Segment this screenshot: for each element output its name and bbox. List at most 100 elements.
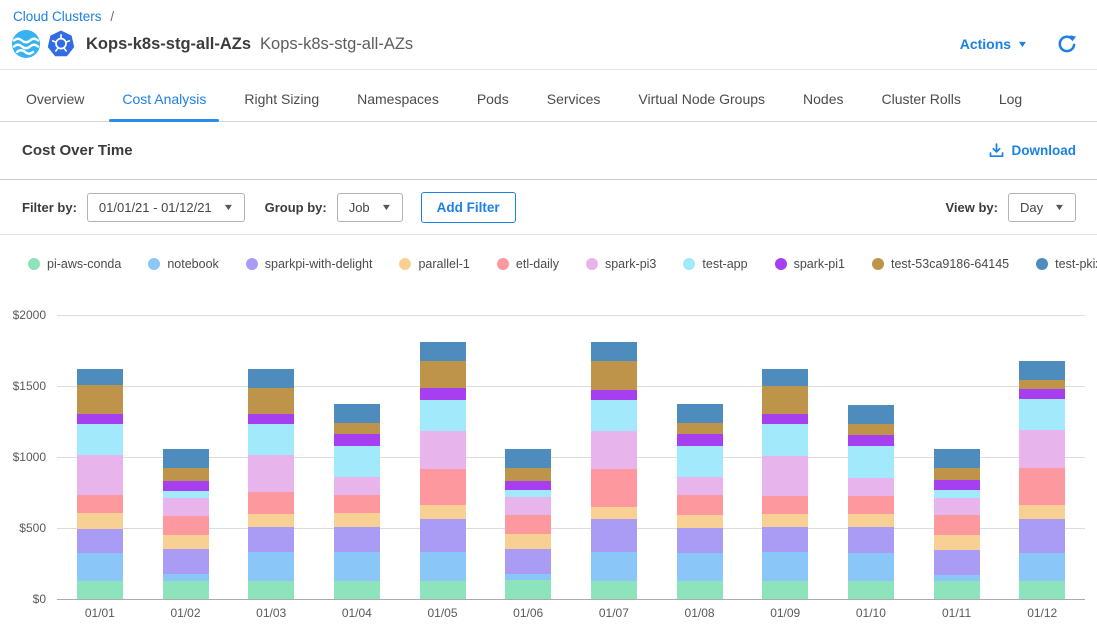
bar-segment-spark-pi1[interactable] bbox=[1019, 388, 1066, 399]
bar-segment-spark-pi3[interactable] bbox=[933, 497, 980, 516]
bar-segment-notebook[interactable] bbox=[847, 552, 894, 582]
stacked-bar-01-03[interactable] bbox=[248, 369, 295, 599]
bar-segment-notebook[interactable] bbox=[333, 552, 380, 582]
bar-segment-test-53ca9186-64145[interactable] bbox=[676, 422, 723, 435]
bar-segment-notebook[interactable] bbox=[248, 552, 295, 581]
bar-segment-test-53ca9186-64145[interactable] bbox=[847, 423, 894, 436]
stacked-bar-01-05[interactable] bbox=[419, 342, 466, 599]
bar-segment-etl-daily[interactable] bbox=[590, 469, 637, 507]
bar-segment-etl-daily[interactable] bbox=[162, 515, 209, 536]
stacked-bar-01-11[interactable] bbox=[933, 449, 980, 599]
bar-segment-test-pkix[interactable] bbox=[1019, 361, 1066, 380]
bar-segment-sparkpi-with-delight[interactable] bbox=[762, 526, 809, 553]
bar-segment-test-pkix[interactable] bbox=[505, 449, 552, 468]
view-by-select[interactable]: Day ▼ bbox=[1007, 192, 1076, 222]
bar-segment-spark-pi3[interactable] bbox=[762, 455, 809, 497]
tab-namespaces[interactable]: Namespaces bbox=[357, 91, 439, 107]
bar-segment-spark-pi1[interactable] bbox=[248, 413, 295, 425]
tab-services[interactable]: Services bbox=[546, 91, 601, 107]
bar-segment-parallel-1[interactable] bbox=[333, 513, 380, 527]
bar-segment-test-app[interactable] bbox=[419, 400, 466, 431]
bar-segment-etl-daily[interactable] bbox=[505, 514, 552, 534]
bar-segment-spark-pi3[interactable] bbox=[590, 430, 637, 470]
bar-segment-notebook[interactable] bbox=[419, 552, 466, 582]
bar-segment-etl-daily[interactable] bbox=[248, 491, 295, 514]
bar-segment-pi-aws-conda[interactable] bbox=[762, 581, 809, 599]
bar-segment-parallel-1[interactable] bbox=[76, 513, 123, 530]
date-range-select[interactable]: 01/01/21 - 01/12/21 ▼ bbox=[86, 192, 245, 222]
tab-overview[interactable]: Overview bbox=[26, 91, 85, 107]
bar-segment-parallel-1[interactable] bbox=[847, 513, 894, 527]
bar-segment-etl-daily[interactable] bbox=[1019, 468, 1066, 506]
bar-segment-sparkpi-with-delight[interactable] bbox=[76, 529, 123, 553]
tab-cost-analysis[interactable]: Cost Analysis bbox=[109, 70, 220, 122]
bar-segment-spark-pi3[interactable] bbox=[76, 454, 123, 496]
bar-segment-spark-pi3[interactable] bbox=[505, 496, 552, 515]
bar-segment-parallel-1[interactable] bbox=[248, 513, 295, 527]
legend-item-sparkpi-with-delight[interactable]: sparkpi-with-delight bbox=[245, 257, 372, 271]
bar-segment-test-53ca9186-64145[interactable] bbox=[76, 385, 123, 415]
refresh-button[interactable] bbox=[1057, 34, 1077, 54]
bar-segment-test-app[interactable] bbox=[590, 399, 637, 431]
bar-segment-parallel-1[interactable] bbox=[762, 513, 809, 527]
bar-segment-parallel-1[interactable] bbox=[590, 506, 637, 519]
bar-segment-test-pkix[interactable] bbox=[590, 342, 637, 362]
bar-segment-test-53ca9186-64145[interactable] bbox=[333, 422, 380, 435]
bar-segment-pi-aws-conda[interactable] bbox=[590, 581, 637, 599]
bar-segment-spark-pi1[interactable] bbox=[590, 389, 637, 400]
legend-item-test-pkix[interactable]: test-pkix bbox=[1036, 257, 1097, 271]
group-by-select[interactable]: Job ▼ bbox=[336, 192, 403, 222]
tab-log[interactable]: Log bbox=[998, 91, 1023, 107]
bar-segment-test-app[interactable] bbox=[762, 423, 809, 456]
bar-segment-test-app[interactable] bbox=[505, 490, 552, 497]
stacked-bar-01-06[interactable] bbox=[505, 449, 552, 599]
bar-segment-pi-aws-conda[interactable] bbox=[1019, 580, 1066, 599]
bar-segment-test-app[interactable] bbox=[847, 446, 894, 478]
bar-segment-test-53ca9186-64145[interactable] bbox=[590, 361, 637, 390]
legend-item-spark-pi1[interactable]: spark-pi1 bbox=[774, 257, 845, 271]
bar-segment-parallel-1[interactable] bbox=[1019, 505, 1066, 519]
bar-segment-test-pkix[interactable] bbox=[676, 403, 723, 423]
legend-item-etl-daily[interactable]: etl-daily bbox=[496, 257, 559, 271]
bar-segment-test-53ca9186-64145[interactable] bbox=[933, 467, 980, 480]
bar-segment-test-app[interactable] bbox=[1019, 398, 1066, 431]
bar-segment-sparkpi-with-delight[interactable] bbox=[590, 518, 637, 553]
legend-item-notebook[interactable]: notebook bbox=[148, 257, 219, 271]
bar-segment-pi-aws-conda[interactable] bbox=[933, 580, 980, 599]
bar-segment-etl-daily[interactable] bbox=[76, 495, 123, 514]
bar-segment-pi-aws-conda[interactable] bbox=[505, 579, 552, 599]
bar-segment-test-app[interactable] bbox=[162, 491, 209, 498]
bar-segment-pi-aws-conda[interactable] bbox=[162, 580, 209, 599]
bar-segment-etl-daily[interactable] bbox=[762, 496, 809, 514]
stacked-bar-01-12[interactable] bbox=[1019, 361, 1066, 599]
bar-segment-test-pkix[interactable] bbox=[847, 404, 894, 424]
bar-segment-sparkpi-with-delight[interactable] bbox=[419, 518, 466, 553]
stacked-bar-01-08[interactable] bbox=[676, 403, 723, 599]
legend-item-test-53ca9186-64145[interactable]: test-53ca9186-64145 bbox=[871, 257, 1009, 271]
bar-segment-notebook[interactable] bbox=[505, 574, 552, 580]
bar-segment-parallel-1[interactable] bbox=[933, 535, 980, 551]
bar-segment-spark-pi1[interactable] bbox=[162, 481, 209, 492]
bar-segment-pi-aws-conda[interactable] bbox=[419, 581, 466, 599]
bar-segment-etl-daily[interactable] bbox=[847, 496, 894, 514]
bar-segment-sparkpi-with-delight[interactable] bbox=[1019, 518, 1066, 553]
add-filter-button[interactable]: Add Filter bbox=[420, 191, 516, 223]
bar-segment-sparkpi-with-delight[interactable] bbox=[933, 550, 980, 575]
bar-segment-notebook[interactable] bbox=[590, 552, 637, 582]
bar-segment-test-app[interactable] bbox=[676, 445, 723, 477]
bar-segment-pi-aws-conda[interactable] bbox=[248, 580, 295, 599]
bar-segment-pi-aws-conda[interactable] bbox=[847, 581, 894, 599]
bar-segment-test-app[interactable] bbox=[933, 489, 980, 498]
bar-segment-test-pkix[interactable] bbox=[76, 369, 123, 386]
bar-segment-notebook[interactable] bbox=[933, 574, 980, 581]
tab-right-sizing[interactable]: Right Sizing bbox=[244, 91, 320, 107]
bar-segment-test-53ca9186-64145[interactable] bbox=[162, 468, 209, 482]
bar-segment-test-53ca9186-64145[interactable] bbox=[1019, 379, 1066, 389]
bar-segment-spark-pi3[interactable] bbox=[676, 476, 723, 496]
legend-item-pi-aws-conda[interactable]: pi-aws-conda bbox=[28, 257, 121, 271]
bar-segment-spark-pi3[interactable] bbox=[162, 497, 209, 516]
bar-segment-etl-daily[interactable] bbox=[419, 469, 466, 505]
bar-segment-sparkpi-with-delight[interactable] bbox=[333, 526, 380, 553]
bar-segment-test-pkix[interactable] bbox=[933, 449, 980, 468]
bar-segment-parallel-1[interactable] bbox=[162, 535, 209, 550]
